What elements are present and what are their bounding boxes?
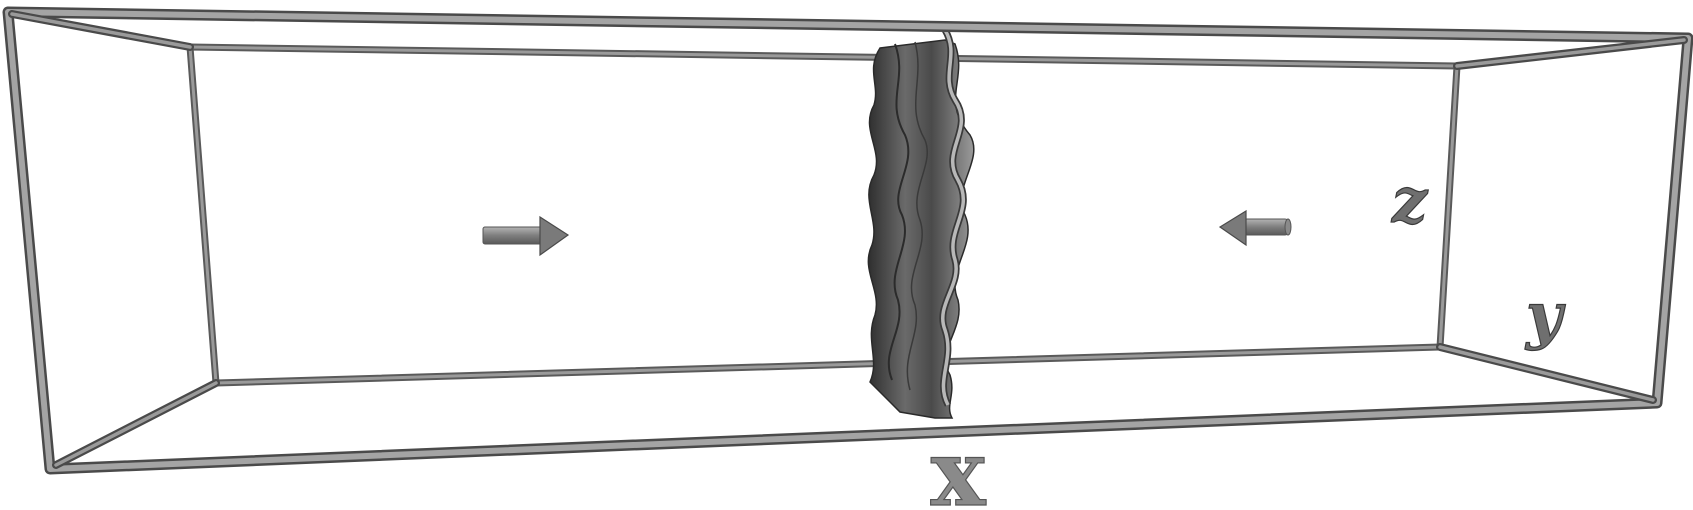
- wavy-interface-sheet: [867, 28, 975, 419]
- y-axis-label: y: [1524, 279, 1566, 352]
- back-frame: [186, 43, 1461, 387]
- left-pointing-arrow-icon: [1218, 209, 1292, 247]
- right-pointing-arrow-icon: [482, 215, 570, 257]
- x-axis-label: x: [931, 419, 987, 510]
- connecting-edges: [8, 10, 1688, 469]
- front-frame: [2, 6, 1693, 475]
- z-axis-label: z: [1391, 164, 1429, 237]
